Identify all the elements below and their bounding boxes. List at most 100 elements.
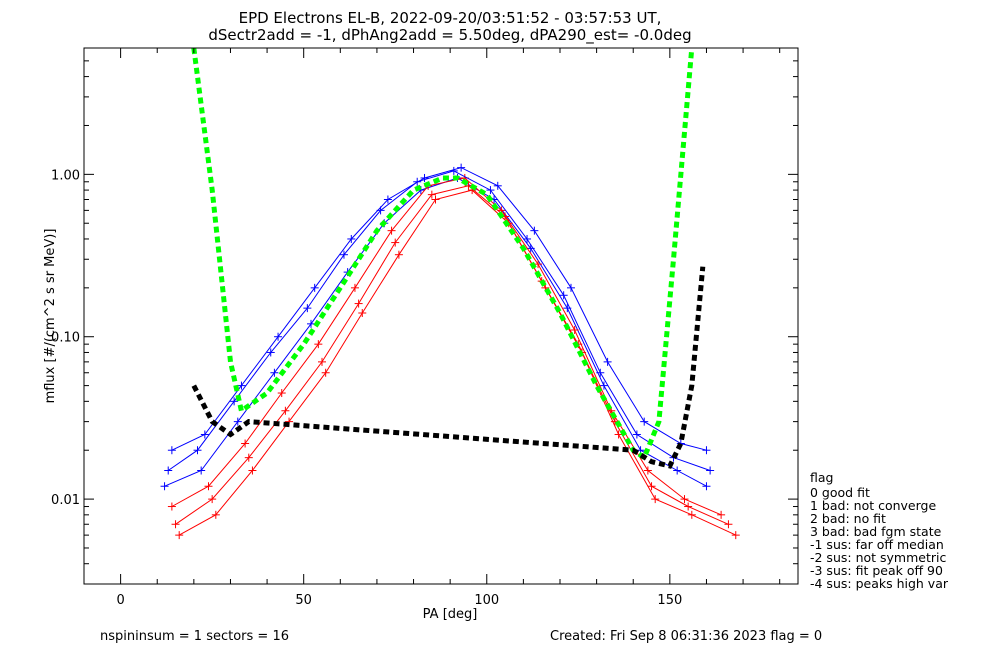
data-point xyxy=(706,466,715,475)
data-point xyxy=(310,283,319,292)
legend-entry: 2 bad: no fit xyxy=(810,511,886,526)
data-point xyxy=(339,250,348,259)
data-point xyxy=(391,238,400,247)
data-point xyxy=(277,389,286,398)
data-point xyxy=(233,417,242,426)
fit-curve-7 xyxy=(191,266,706,469)
chart-title: EPD Electrons EL-B, 2022-09-20/03:51:52 … xyxy=(239,9,662,27)
data-point xyxy=(193,446,202,455)
data-point xyxy=(614,430,623,439)
data-point xyxy=(724,520,733,529)
data-point xyxy=(651,495,660,504)
data-point xyxy=(387,226,396,235)
data-point xyxy=(347,234,356,243)
y-tick-label: 0.01 xyxy=(51,493,80,508)
data-point xyxy=(211,510,220,519)
data-point xyxy=(530,226,539,235)
footer-right: Created: Fri Sep 8 06:31:36 2023 flag = … xyxy=(550,629,822,644)
legend-entry: -4 sus: peaks high var xyxy=(810,576,949,591)
data-point xyxy=(175,531,184,540)
plot-frame xyxy=(83,47,799,585)
data-point xyxy=(486,186,495,195)
data-point xyxy=(350,283,359,292)
data-point xyxy=(599,381,608,390)
series-layer xyxy=(160,48,740,540)
data-point xyxy=(493,181,502,190)
data-point xyxy=(673,466,682,475)
data-point xyxy=(570,326,579,335)
data-point xyxy=(680,495,689,504)
series-line-4 xyxy=(171,167,707,451)
data-point xyxy=(208,495,217,504)
data-point xyxy=(717,510,726,519)
data-point xyxy=(281,406,290,415)
data-point xyxy=(270,368,279,377)
data-point xyxy=(566,283,575,292)
data-point xyxy=(171,520,180,529)
legend-entry: -3 sus: fit peak off 90 xyxy=(810,563,943,578)
x-tick-label: 0 xyxy=(116,593,124,608)
data-point xyxy=(457,163,466,172)
y-axis-label: mflux [#/(cm^2 s sr MeV)] xyxy=(43,229,58,404)
chart-subtitle: dSectr2add = -1, dPhAng2add = 5.50deg, d… xyxy=(208,26,691,45)
data-point xyxy=(731,531,740,540)
data-point xyxy=(358,308,367,317)
y-tick-label: 1.00 xyxy=(51,168,80,183)
series-line-5 xyxy=(178,189,737,536)
data-point xyxy=(687,510,696,519)
legend-entry: 1 bad: not converge xyxy=(810,498,936,513)
data-point xyxy=(266,348,275,357)
data-point xyxy=(160,482,169,491)
legend-entry: 0 good fit xyxy=(810,485,870,500)
data-point xyxy=(167,502,176,511)
flag-legend: flag 0 good fit 1 bad: not converge 2 ba… xyxy=(810,470,949,591)
ticks-layer: 0 50 100 150 0.01 0.10 1.00 xyxy=(51,47,798,608)
data-point xyxy=(307,319,316,328)
data-point xyxy=(596,368,605,377)
fit-curve-6 xyxy=(191,48,695,462)
data-point xyxy=(559,291,568,300)
legend-entry: -2 sus: not symmetric xyxy=(810,550,946,565)
data-point xyxy=(244,453,253,462)
data-point xyxy=(167,446,176,455)
series-line-3 xyxy=(175,185,729,525)
x-tick-label: 150 xyxy=(657,593,682,608)
data-point xyxy=(200,430,209,439)
data-point xyxy=(523,234,532,243)
series-line-0 xyxy=(164,177,707,487)
data-point xyxy=(702,446,711,455)
legend-title: flag xyxy=(810,470,833,485)
data-point xyxy=(204,482,213,491)
data-point xyxy=(318,357,326,366)
data-point xyxy=(640,417,649,426)
legend-entry: -1 sus: far off median xyxy=(810,537,944,552)
legend-entry: 3 bad: bad fgm state xyxy=(810,524,942,539)
data-point xyxy=(420,173,429,182)
data-point xyxy=(237,381,246,390)
data-point xyxy=(314,340,323,349)
data-point xyxy=(197,466,206,475)
data-point xyxy=(643,466,652,475)
data-point xyxy=(248,466,257,475)
footer-left: nspininsum = 1 sectors = 16 xyxy=(100,629,289,644)
data-point xyxy=(383,195,392,204)
x-tick-label: 100 xyxy=(474,593,499,608)
data-point xyxy=(394,250,403,259)
data-point xyxy=(354,299,363,308)
data-point xyxy=(632,430,641,439)
data-point xyxy=(164,466,173,475)
data-point xyxy=(303,304,312,313)
y-tick-label: 0.10 xyxy=(51,331,80,346)
series-line-2 xyxy=(167,170,711,471)
data-point xyxy=(702,482,711,491)
data-point xyxy=(684,502,693,511)
data-point xyxy=(603,357,612,366)
data-point xyxy=(534,260,543,269)
data-point xyxy=(274,332,283,341)
x-tick-label: 50 xyxy=(295,593,312,608)
data-point xyxy=(427,190,436,199)
data-point xyxy=(321,368,330,377)
data-point xyxy=(241,439,250,448)
data-point xyxy=(647,482,656,491)
